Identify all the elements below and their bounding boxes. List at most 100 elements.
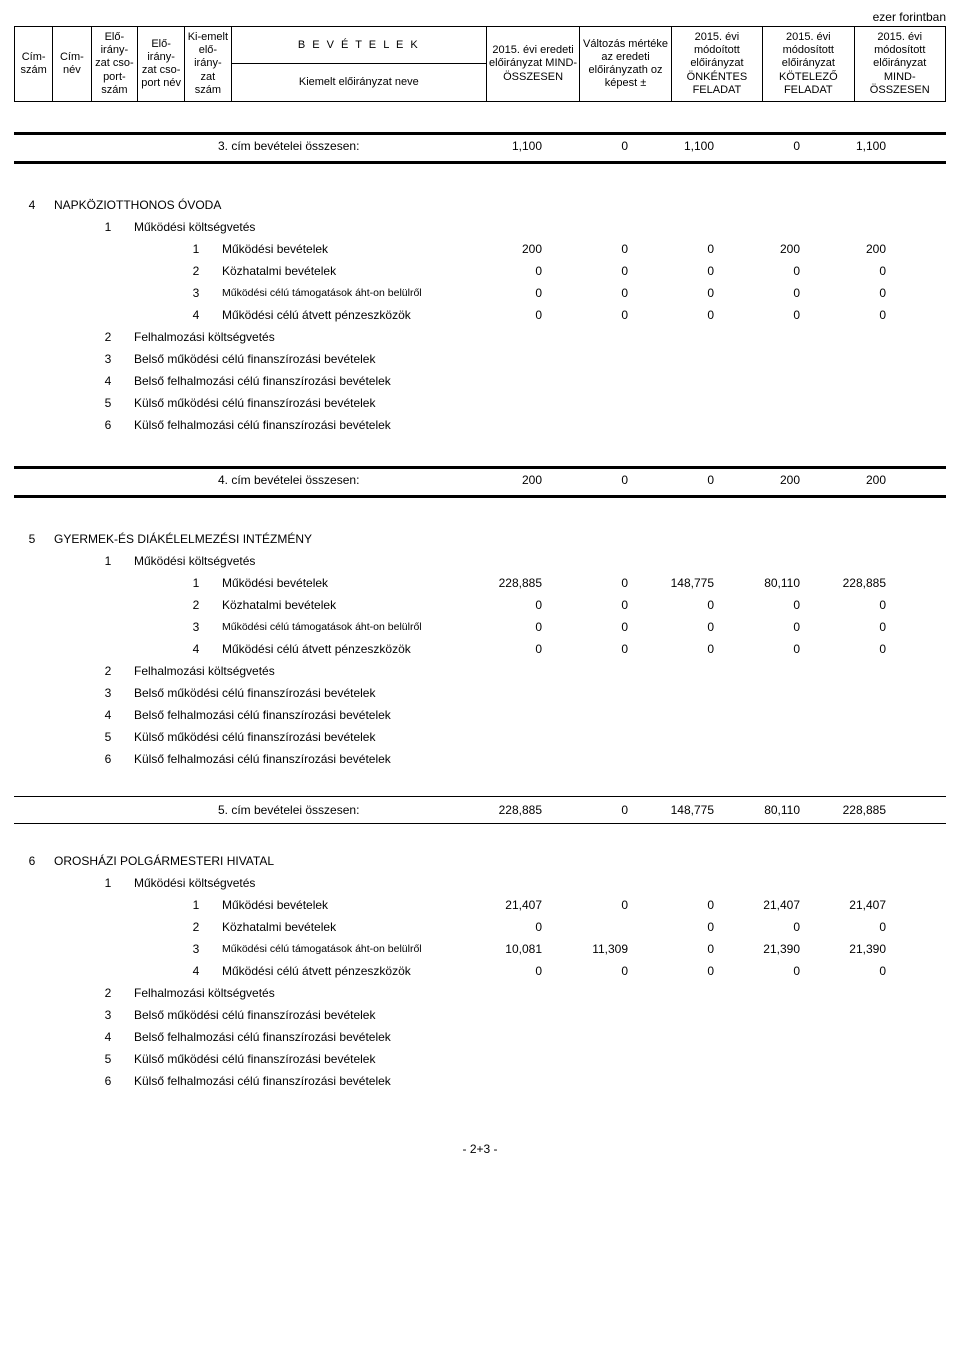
row-v5: 0: [804, 596, 890, 614]
th-v4: 2015. évi módosított előirányzat KÖTELEZ…: [763, 27, 854, 102]
row-idx: 3: [174, 940, 218, 958]
group-idx: 3: [86, 1006, 130, 1024]
group-row: 5Külső működési célú finanszírozási bevé…: [14, 392, 946, 414]
group-row: 2Felhalmozási költségvetés: [14, 326, 946, 348]
row-v1: 10,081: [458, 940, 546, 958]
row-v2: 11,309: [546, 940, 632, 958]
row-v4: 0: [718, 262, 804, 280]
group-idx: 1: [86, 874, 130, 892]
summary-label: 4. cím bevételei összesen:: [218, 471, 458, 489]
row-v1: 0: [458, 640, 546, 658]
row-v5: 0: [804, 918, 890, 936]
th-v3: 2015. évi módoított előirányzat ÖNKÉNTES…: [671, 27, 762, 102]
row-v3: 0: [632, 962, 718, 980]
group-row: 6Külső felhalmozási célú finanszírozási …: [14, 748, 946, 770]
section-idx: 5: [14, 530, 50, 548]
row-v3: 0: [632, 896, 718, 914]
th-kiemelt: Ki-emelt elő-irány-zat szám: [185, 27, 232, 102]
row-idx: 4: [174, 640, 218, 658]
row-idx: 3: [174, 284, 218, 302]
row-label: Működési célú támogatások áht-on belülrő…: [218, 941, 458, 957]
data-row: 4Működési célú átvett pénzeszközök00000: [14, 960, 946, 982]
row-v4: 0: [718, 640, 804, 658]
group-label: Külső felhalmozási célú finanszírozási b…: [130, 1072, 458, 1090]
group-row: 2Felhalmozási költségvetés: [14, 982, 946, 1004]
row-label: Működési célú átvett pénzeszközök: [218, 306, 458, 324]
group-idx: 2: [86, 328, 130, 346]
group-label: Külső működési célú finanszírozási bevét…: [130, 728, 458, 746]
group-label: Működési költségvetés: [130, 874, 458, 892]
group-idx: 1: [86, 552, 130, 570]
th-cimnev: Cím-név: [53, 27, 91, 102]
row-v4: 0: [718, 918, 804, 936]
group-idx: 6: [86, 750, 130, 768]
row-v5: 0: [804, 262, 890, 280]
row-label: Közhatalmi bevételek: [218, 596, 458, 614]
summary-v2: 0: [546, 137, 632, 155]
row-idx: 1: [174, 574, 218, 592]
section-header: 4 NAPKÖZIOTTHONOS ÓVODA: [14, 194, 946, 216]
row-v1: 0: [458, 618, 546, 636]
row-v2: 0: [546, 574, 632, 592]
row-v2: [546, 925, 632, 929]
group-label: Belső felhalmozási célú finanszírozási b…: [130, 706, 458, 724]
summary-v4: 0: [718, 137, 804, 155]
summary-v3: 148,775: [632, 801, 718, 819]
group-row: 4Belső felhalmozási célú finanszírozási …: [14, 370, 946, 392]
row-idx: 2: [174, 918, 218, 936]
data-row: 1 Működési bevételek 200 0 0 200 200: [14, 238, 946, 260]
group-row: 3Belső működési célú finanszírozási bevé…: [14, 1004, 946, 1026]
data-row: 2Közhatalmi bevételek00000: [14, 594, 946, 616]
row-v4: 0: [718, 618, 804, 636]
data-row: 3Működési célú támogatások áht-on belülr…: [14, 616, 946, 638]
section-idx: 6: [14, 852, 50, 870]
row-v5: 200: [804, 240, 890, 258]
row-v1: 0: [458, 962, 546, 980]
group-idx: 2: [86, 984, 130, 1002]
group-idx: 5: [86, 728, 130, 746]
summary-label: 5. cím bevételei összesen:: [218, 801, 458, 819]
group-label: Belső felhalmozási célú finanszírozási b…: [130, 1028, 458, 1046]
row-v2: 0: [546, 962, 632, 980]
row-v1: 0: [458, 284, 546, 302]
row-idx: 1: [174, 240, 218, 258]
group-row: 6Külső felhalmozási célú finanszírozási …: [14, 414, 946, 436]
unit-label: ezer forintban: [14, 10, 946, 24]
row-v3: 0: [632, 918, 718, 936]
row-v1: 0: [458, 918, 546, 936]
row-v4: 200: [718, 240, 804, 258]
group-row: 5Külső működési célú finanszírozási bevé…: [14, 726, 946, 748]
group-label: Belső működési célú finanszírozási bevét…: [130, 684, 458, 702]
group-label: Külső működési célú finanszírozási bevét…: [130, 1050, 458, 1068]
section-header: 5 GYERMEK-ÉS DIÁKÉLELMEZÉSI INTÉZMÉNY: [14, 528, 946, 550]
row-v4: 0: [718, 284, 804, 302]
group-idx: 1: [86, 218, 130, 236]
group-row: 1 Működési költségvetés: [14, 216, 946, 238]
section-idx: 4: [14, 196, 50, 214]
row-idx: 1: [174, 896, 218, 914]
row-label: Működési bevételek: [218, 896, 458, 914]
group-row: 1Működési költségvetés: [14, 872, 946, 894]
summary-v4: 80,110: [718, 801, 804, 819]
page-footer: - 2+3 -: [14, 1142, 946, 1156]
row-v5: 0: [804, 962, 890, 980]
row-v5: 21,407: [804, 896, 890, 914]
summary-v2: 0: [546, 471, 632, 489]
row-v3: 0: [632, 306, 718, 324]
row-idx: 4: [174, 962, 218, 980]
row-v1: 228,885: [458, 574, 546, 592]
body-area: 3. cím bevételei összesen: 1,100 0 1,100…: [14, 132, 946, 1092]
row-v4: 0: [718, 306, 804, 324]
group-idx: 4: [86, 372, 130, 390]
row-v3: 0: [632, 262, 718, 280]
th-v2: Változás mértéke az eredeti előirányzath…: [580, 27, 671, 102]
group-label: Felhalmozási költségvetés: [130, 984, 458, 1002]
section-title: NAPKÖZIOTTHONOS ÓVODA: [50, 196, 458, 214]
row-v1: 21,407: [458, 896, 546, 914]
group-label: Külső működési célú finanszírozási bevét…: [130, 394, 458, 412]
data-row: 2 Közhatalmi bevételek 0 0 0 0 0: [14, 260, 946, 282]
row-label: Működési bevételek: [218, 240, 458, 258]
summary-v5: 200: [804, 471, 890, 489]
row-v5: 0: [804, 640, 890, 658]
row-label: Működési célú támogatások áht-on belülrő…: [218, 285, 458, 301]
